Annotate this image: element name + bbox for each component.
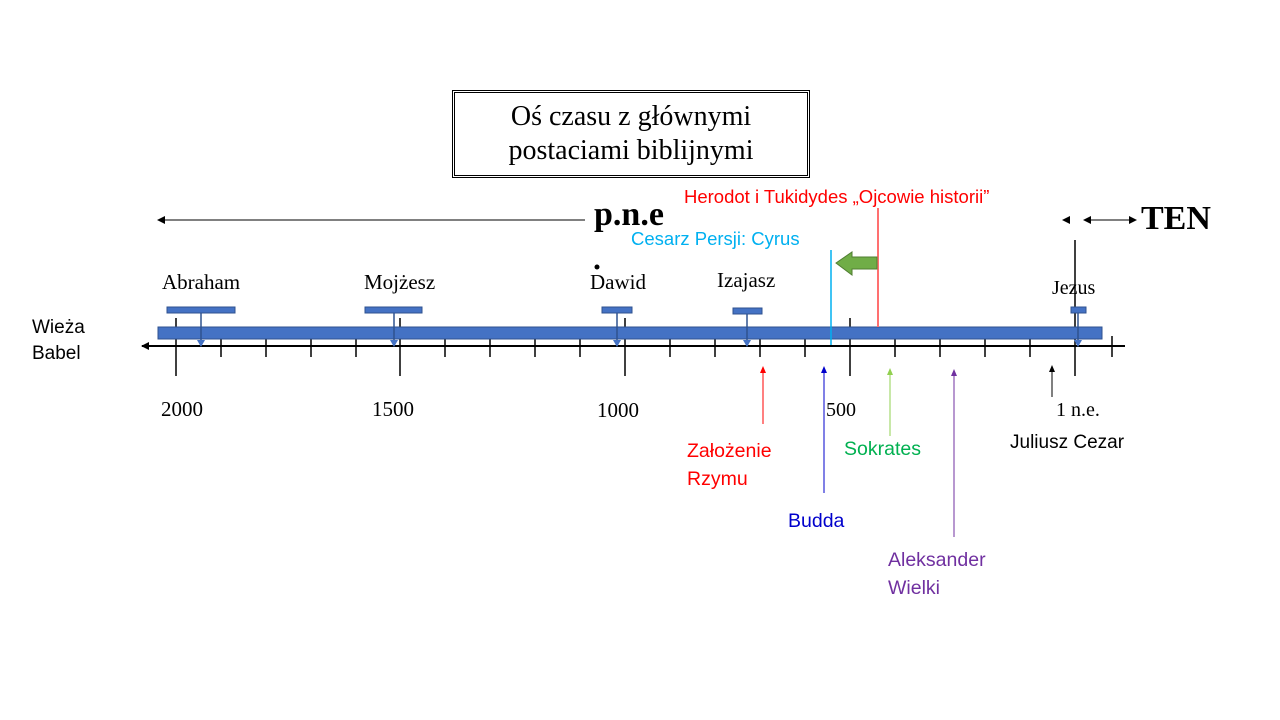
event-budda: Budda [788, 510, 845, 532]
title-line-1: Oś czasu z głównymi [510, 101, 752, 132]
title-box: Oś czasu z głównymi postaciami biblijnym… [452, 90, 810, 178]
event-sokrates: Sokrates [844, 438, 921, 460]
dawid-bar [601, 306, 633, 314]
izajasz-bar [732, 307, 763, 315]
jezus-bar [1070, 306, 1087, 314]
abraham-bar [166, 306, 236, 314]
event-cyrus: Cesarz Persji: Cyrus [631, 228, 800, 249]
event-cezar: Juliusz Cezar [1010, 432, 1125, 453]
year-500: 500 [826, 399, 856, 421]
figure-izajasz: Izajasz [717, 268, 776, 292]
event-herodot: Herodot i Tukidydes „Ojcowie historii” [684, 186, 990, 207]
year-2000: 2000 [161, 397, 203, 421]
figure-mojzesz: Mojżesz [364, 270, 436, 294]
year-1500: 1500 [372, 397, 414, 421]
mojzesz-bar [364, 306, 423, 314]
timeline-bar [157, 326, 1103, 340]
year-1-ne: 1 n.e. [1056, 399, 1100, 421]
event-rzym: Założenie Rzymu [687, 440, 772, 490]
figure-jezus: Jezus [1052, 277, 1096, 299]
era-ce-label: TEN [1141, 200, 1211, 237]
wieza-babel-label: Wieża Babel [32, 317, 85, 364]
figure-abraham: Abraham [162, 270, 241, 294]
event-aleksander: Aleksander Wielki [888, 549, 986, 599]
era-bce-label: p.n.e [594, 196, 664, 233]
title-line-2: postaciami biblijnymi [508, 135, 754, 166]
dawid-dot [594, 264, 600, 270]
figure-markers [166, 306, 1087, 347]
green-arrow-icon [835, 251, 878, 276]
year-1000: 1000 [597, 398, 639, 422]
axis-ticks [175, 240, 1113, 376]
figure-dawid: Dawid [590, 270, 646, 294]
